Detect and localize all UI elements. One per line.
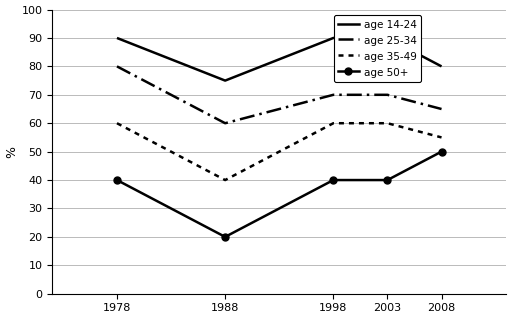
Y-axis label: %: %	[6, 146, 18, 158]
Legend: age 14-24, age 25-34, age 35-49, age 50+: age 14-24, age 25-34, age 35-49, age 50+	[334, 15, 421, 82]
